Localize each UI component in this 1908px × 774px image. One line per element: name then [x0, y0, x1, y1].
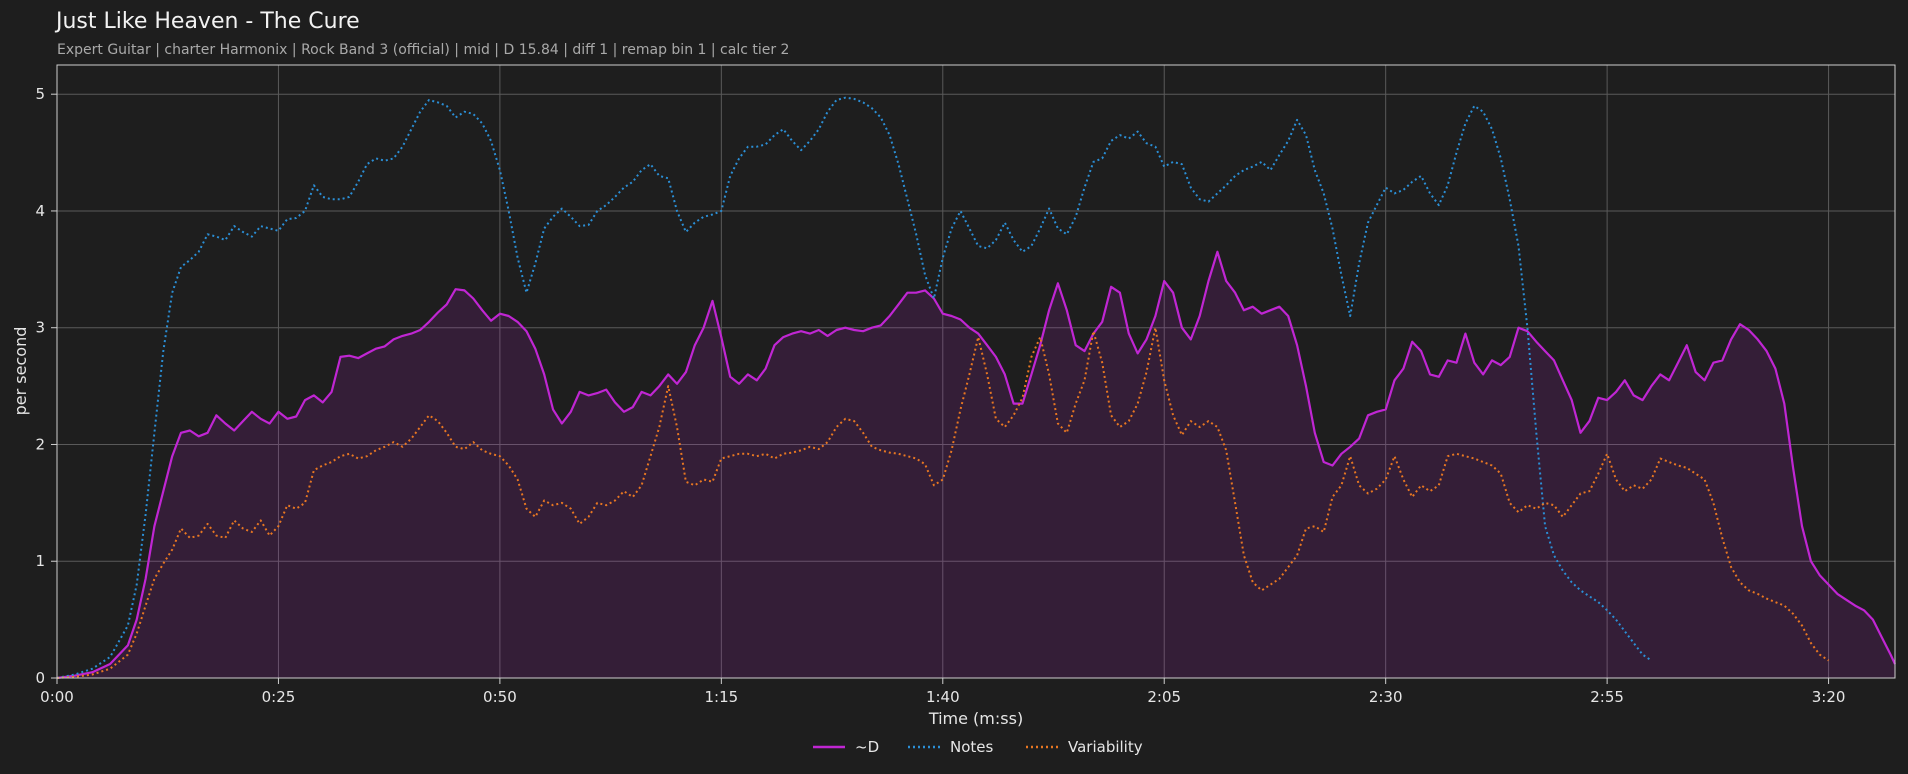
x-tick-label: 3:20 — [1812, 688, 1846, 706]
x-tick-label: 2:55 — [1590, 688, 1624, 706]
y-tick-label: 4 — [35, 202, 45, 220]
x-axis-ticks: 0:00 0:25 0:50 1:15 1:40 2:05 2:30 2:55 3:20 — [40, 678, 1845, 706]
series-fill-d — [57, 251, 1895, 679]
x-axis-label: Time (m:ss) — [928, 709, 1023, 728]
plot-frame — [56, 64, 1896, 679]
y-tick-label: 0 — [35, 669, 45, 687]
plot-area — [57, 65, 1895, 678]
legend-label-variability: Variability — [1068, 738, 1143, 756]
y-tick-label: 1 — [35, 552, 45, 570]
y-tick-label: 5 — [35, 85, 45, 103]
chart-title: Just Like Heaven - The Cure — [54, 9, 360, 34]
series-line-notes — [56, 96, 1652, 679]
legend-label-d: ~D — [855, 738, 879, 756]
chart-subtitle: Expert Guitar | charter Harmonix | Rock … — [57, 42, 789, 58]
x-tick-label: 2:05 — [1147, 688, 1181, 706]
legend: ~D Notes Variability — [813, 738, 1143, 756]
series-line-d — [56, 250, 1896, 680]
y-tick-label: 2 — [35, 435, 45, 453]
series-lines — [56, 96, 1896, 680]
x-tick-label: 0:50 — [483, 688, 517, 706]
legend-label-notes: Notes — [950, 738, 994, 756]
x-tick-label: 2:30 — [1369, 688, 1403, 706]
x-tick-label: 1:40 — [926, 688, 960, 706]
y-axis-ticks: 0 1 2 3 4 5 — [35, 85, 57, 687]
x-tick-label: 0:00 — [40, 688, 74, 706]
series-fills — [57, 251, 1895, 679]
y-tick-label: 3 — [35, 319, 45, 337]
x-tick-label: 1:15 — [704, 688, 738, 706]
y-axis-label: per second — [11, 327, 30, 416]
x-tick-label: 0:25 — [262, 688, 296, 706]
series-line-variability — [56, 326, 1830, 679]
